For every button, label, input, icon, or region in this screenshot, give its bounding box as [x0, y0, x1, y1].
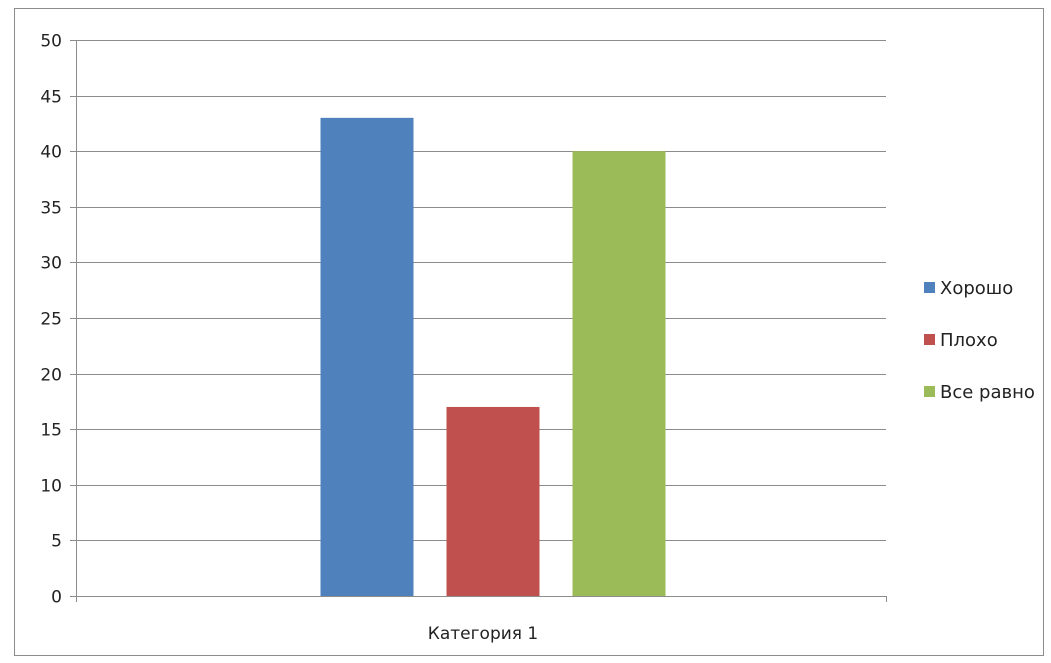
legend: Хорошо Плохо Все равно [924, 278, 1035, 403]
y-tick-label: 0 [51, 588, 62, 608]
legend-label-1: Хорошо [940, 278, 1013, 299]
y-tick-label: 15 [40, 421, 62, 441]
legend-label-3: Все равно [940, 382, 1035, 403]
y-axis: 0 5 10 15 20 25 30 35 40 45 50 [40, 32, 77, 608]
y-tick-label: 40 [40, 143, 62, 163]
legend-swatch-2 [924, 334, 935, 345]
x-category-label: Категория 1 [428, 624, 538, 644]
y-tick-label: 45 [40, 88, 62, 108]
x-axis: Категория 1 [76, 596, 887, 644]
bar-2 [446, 406, 540, 596]
y-tick-label: 5 [51, 532, 62, 552]
bar-1 [320, 117, 414, 596]
y-tick-label: 30 [40, 254, 62, 274]
legend-swatch-1 [924, 282, 935, 293]
gridlines [76, 40, 886, 541]
y-tick-label: 35 [40, 199, 62, 219]
legend-swatch-3 [924, 386, 935, 397]
y-tick-label: 50 [40, 32, 62, 52]
legend-label-2: Плохо [940, 330, 998, 351]
y-tick-label: 20 [40, 366, 62, 386]
bar-3 [572, 151, 666, 596]
y-tick-label: 25 [40, 310, 62, 330]
bars [320, 117, 666, 596]
y-tick-label: 10 [40, 477, 62, 497]
